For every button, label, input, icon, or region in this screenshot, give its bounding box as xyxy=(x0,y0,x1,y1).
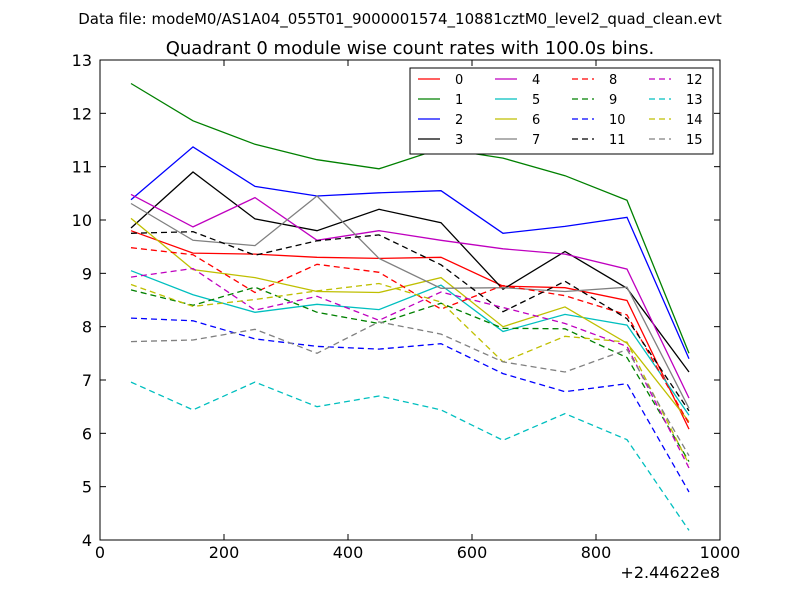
x-tick-label: 800 xyxy=(581,543,612,562)
series-line-13 xyxy=(130,381,690,531)
series-line-3 xyxy=(130,171,690,373)
x-tick-label: 600 xyxy=(457,543,488,562)
legend-label-11: 11 xyxy=(609,133,626,148)
series-line-5 xyxy=(130,270,690,416)
series-line-10 xyxy=(130,317,690,493)
legend-label-15: 15 xyxy=(686,133,703,148)
legend-label-3: 3 xyxy=(455,133,463,148)
y-tick-label: 8 xyxy=(82,318,92,337)
series-line-15 xyxy=(130,321,690,457)
series-line-8 xyxy=(130,247,690,425)
legend-label-7: 7 xyxy=(532,133,540,148)
legend-label-10: 10 xyxy=(609,113,626,128)
y-tick-label: 6 xyxy=(82,424,92,443)
x-tick-label: 1000 xyxy=(700,543,741,562)
chart-title: Quadrant 0 module wise count rates with … xyxy=(166,38,655,59)
y-tick-label: 13 xyxy=(72,51,92,70)
legend-box xyxy=(409,67,714,155)
legend-label-9: 9 xyxy=(609,93,617,108)
y-tick-label: 12 xyxy=(72,104,92,123)
series-line-0 xyxy=(130,230,690,430)
legend-label-6: 6 xyxy=(532,113,540,128)
x-tick-label: 200 xyxy=(209,543,240,562)
figure-suptitle: Data file: modeM0/AS1A04_055T01_90000015… xyxy=(78,10,722,29)
x-tick-label: 400 xyxy=(333,543,364,562)
series-line-12 xyxy=(130,267,690,469)
y-tick-label: 11 xyxy=(72,158,92,177)
axes-frame xyxy=(99,59,721,541)
series-line-6 xyxy=(130,217,690,423)
y-tick-label: 10 xyxy=(72,211,92,230)
legend-label-4: 4 xyxy=(532,73,540,88)
series-line-2 xyxy=(130,146,690,359)
y-tick-label: 4 xyxy=(82,531,92,550)
legend-label-0: 0 xyxy=(455,73,463,88)
series-line-14 xyxy=(130,282,690,465)
x-offset-label: +2.44622e8 xyxy=(620,563,720,582)
legend-label-2: 2 xyxy=(455,113,463,128)
series-line-4 xyxy=(130,193,690,399)
y-tick-label: 7 xyxy=(82,371,92,390)
series-line-11 xyxy=(130,231,690,412)
legend-label-14: 14 xyxy=(686,113,703,128)
legend-label-12: 12 xyxy=(686,73,703,88)
x-tick-label: 0 xyxy=(95,543,105,562)
legend-label-1: 1 xyxy=(455,93,463,108)
legend-label-13: 13 xyxy=(686,93,703,108)
series-line-7 xyxy=(130,195,690,409)
y-tick-label: 5 xyxy=(82,478,92,497)
series-line-9 xyxy=(130,286,690,462)
series-line-1 xyxy=(130,82,690,354)
plot-area xyxy=(130,82,690,531)
legend-label-8: 8 xyxy=(609,73,617,88)
legend-label-5: 5 xyxy=(532,93,540,108)
y-tick-label: 9 xyxy=(82,264,92,283)
